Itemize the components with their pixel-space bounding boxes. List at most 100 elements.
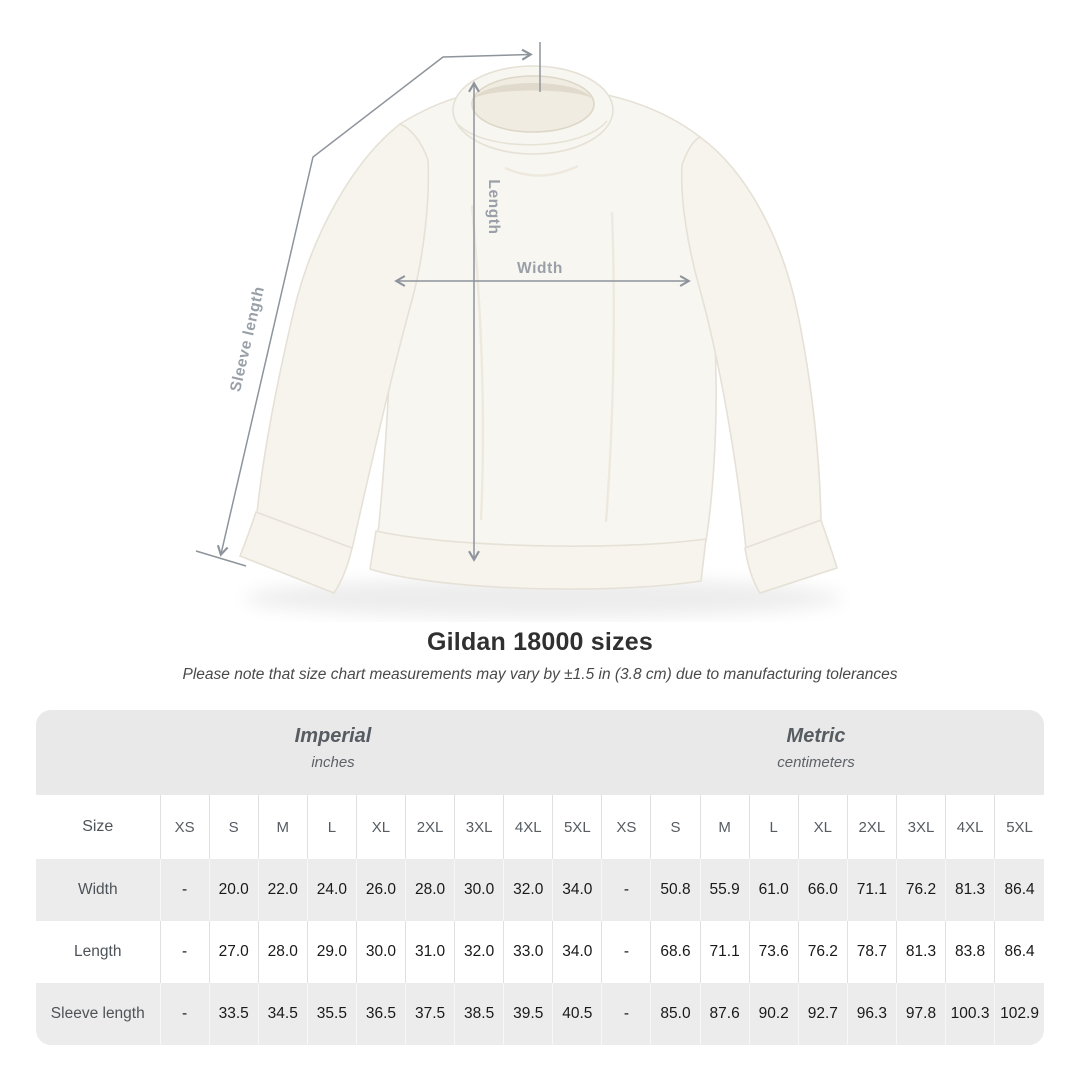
table-cell: - bbox=[601, 921, 651, 983]
size-header: XL bbox=[355, 795, 406, 859]
table-cell: 35.5 bbox=[306, 983, 357, 1045]
table-cell: 85.0 bbox=[650, 983, 701, 1045]
table-cell: - bbox=[159, 859, 210, 921]
row-label: Length bbox=[74, 943, 122, 960]
table-cell: 34.5 bbox=[257, 983, 308, 1045]
table-cell: 50.8 bbox=[650, 859, 701, 921]
table-cell: 92.7 bbox=[797, 983, 848, 1045]
row-label: Width bbox=[77, 881, 118, 898]
sleeve-measure-line bbox=[216, 48, 533, 557]
unit-group-imperial: Imperial inches bbox=[183, 725, 483, 771]
table-cell: 86.4 bbox=[994, 921, 1044, 983]
table-cell: 26.0 bbox=[355, 859, 406, 921]
metric-label: Metric bbox=[786, 725, 846, 747]
table-cell: 86.4 bbox=[994, 859, 1044, 921]
table-cell: 68.6 bbox=[650, 921, 701, 983]
table-cell: 37.5 bbox=[404, 983, 455, 1045]
table-cell: 20.0 bbox=[208, 859, 259, 921]
size-header: 2XL bbox=[846, 795, 897, 859]
size-header: XS bbox=[601, 795, 651, 859]
table-cell: 30.0 bbox=[355, 921, 406, 983]
size-table: Imperial inches Metric centimeters Size X… bbox=[36, 710, 1044, 1045]
heading: Gildan 18000 sizes Please note that size… bbox=[0, 628, 1080, 684]
table-cell: 32.0 bbox=[503, 859, 553, 921]
size-header: 5XL bbox=[552, 795, 602, 859]
size-header: 3XL bbox=[454, 795, 504, 859]
imperial-unit: inches bbox=[311, 754, 355, 771]
size-header: 2XL bbox=[404, 795, 455, 859]
table-cell: 83.8 bbox=[945, 921, 995, 983]
table-cell: 38.5 bbox=[454, 983, 504, 1045]
table-cell: 34.0 bbox=[552, 921, 602, 983]
table-row: Length -27.0 28.0 29.0 30.0 31.0 32.0 33.0 34.0-… bbox=[36, 921, 1044, 983]
table-cell: 87.6 bbox=[699, 983, 750, 1045]
length-label: Length bbox=[485, 179, 502, 234]
sweatshirt-right-sleeve bbox=[680, 136, 822, 550]
table-cell: 102.9 bbox=[994, 983, 1044, 1045]
table-cell: 29.0 bbox=[306, 921, 357, 983]
size-header: XL bbox=[797, 795, 848, 859]
table-cell: 76.2 bbox=[797, 921, 848, 983]
width-label: Width bbox=[517, 260, 563, 277]
size-header: L bbox=[748, 795, 799, 859]
table-cell: 66.0 bbox=[797, 859, 848, 921]
size-table-body: Width -20.0 22.0 24.0 26.0 28.0 30.0 32.0 34.0-5… bbox=[36, 859, 1044, 1045]
table-cell: 73.6 bbox=[748, 921, 799, 983]
table-cell: 97.8 bbox=[895, 983, 946, 1045]
table-cell: 71.1 bbox=[846, 859, 897, 921]
size-header: L bbox=[306, 795, 357, 859]
table-cell: - bbox=[601, 859, 651, 921]
table-cell: 36.5 bbox=[355, 983, 406, 1045]
table-cell: 24.0 bbox=[306, 859, 357, 921]
unit-group-metric: Metric centimeters bbox=[666, 725, 966, 771]
table-cell: 81.3 bbox=[895, 921, 946, 983]
page-title: Gildan 18000 sizes bbox=[427, 628, 653, 656]
size-header: S bbox=[208, 795, 259, 859]
sweatshirt-diagram: Length Width Sleeve length bbox=[195, 42, 843, 618]
size-column-header: Size bbox=[82, 818, 114, 835]
size-header: 4XL bbox=[945, 795, 995, 859]
table-cell: 30.0 bbox=[454, 859, 504, 921]
table-cell: 71.1 bbox=[699, 921, 750, 983]
table-cell: 28.0 bbox=[257, 921, 308, 983]
table-row: Sleeve length -33.5 34.5 35.5 36.5 37.5 38.5 39… bbox=[36, 983, 1044, 1045]
imperial-label: Imperial bbox=[294, 725, 372, 747]
table-cell: - bbox=[601, 983, 651, 1045]
table-cell: - bbox=[159, 921, 210, 983]
table-cell: 31.0 bbox=[404, 921, 455, 983]
table-cell: 28.0 bbox=[404, 859, 455, 921]
size-header: S bbox=[650, 795, 701, 859]
size-header: 3XL bbox=[895, 795, 946, 859]
table-cell: 78.7 bbox=[846, 921, 897, 983]
size-header: M bbox=[699, 795, 750, 859]
size-header-row: Size XS S M L XL 2XL 3XL 4XL 5XL XS S M L XL 2XL 3XL 4XL 5… bbox=[36, 795, 1044, 859]
table-cell: 27.0 bbox=[208, 921, 259, 983]
metric-unit: centimeters bbox=[777, 754, 855, 771]
table-cell: 32.0 bbox=[454, 921, 504, 983]
size-header: 5XL bbox=[994, 795, 1044, 859]
table-cell: 34.0 bbox=[552, 859, 602, 921]
table-cell: 61.0 bbox=[748, 859, 799, 921]
size-measurements-table: Size XS S M L XL 2XL 3XL 4XL 5XL XS S M L XL 2XL 3XL 4XL 5… bbox=[36, 795, 1044, 1045]
table-cell: 39.5 bbox=[503, 983, 553, 1045]
size-guide-figure: Length Width Sleeve length bbox=[195, 42, 843, 618]
size-header: M bbox=[257, 795, 308, 859]
row-label: Sleeve length bbox=[50, 1005, 145, 1022]
table-cell: - bbox=[159, 983, 210, 1045]
units-header: Imperial inches Metric centimeters bbox=[36, 710, 1044, 795]
table-cell: 55.9 bbox=[699, 859, 750, 921]
table-cell: 81.3 bbox=[945, 859, 995, 921]
table-cell: 33.0 bbox=[503, 921, 553, 983]
table-cell: 96.3 bbox=[846, 983, 897, 1045]
measurement-annotations bbox=[195, 42, 691, 567]
table-cell: 76.2 bbox=[895, 859, 946, 921]
tolerance-note: Please note that size chart measurements… bbox=[182, 666, 898, 683]
table-cell: 33.5 bbox=[208, 983, 259, 1045]
table-cell: 100.3 bbox=[945, 983, 995, 1045]
table-cell: 22.0 bbox=[257, 859, 308, 921]
table-cell: 40.5 bbox=[552, 983, 602, 1045]
table-cell: 90.2 bbox=[748, 983, 799, 1045]
table-row: Width -20.0 22.0 24.0 26.0 28.0 30.0 32.0 34.0-5… bbox=[36, 859, 1044, 921]
size-header: 4XL bbox=[503, 795, 553, 859]
garment-shadow bbox=[243, 578, 843, 618]
